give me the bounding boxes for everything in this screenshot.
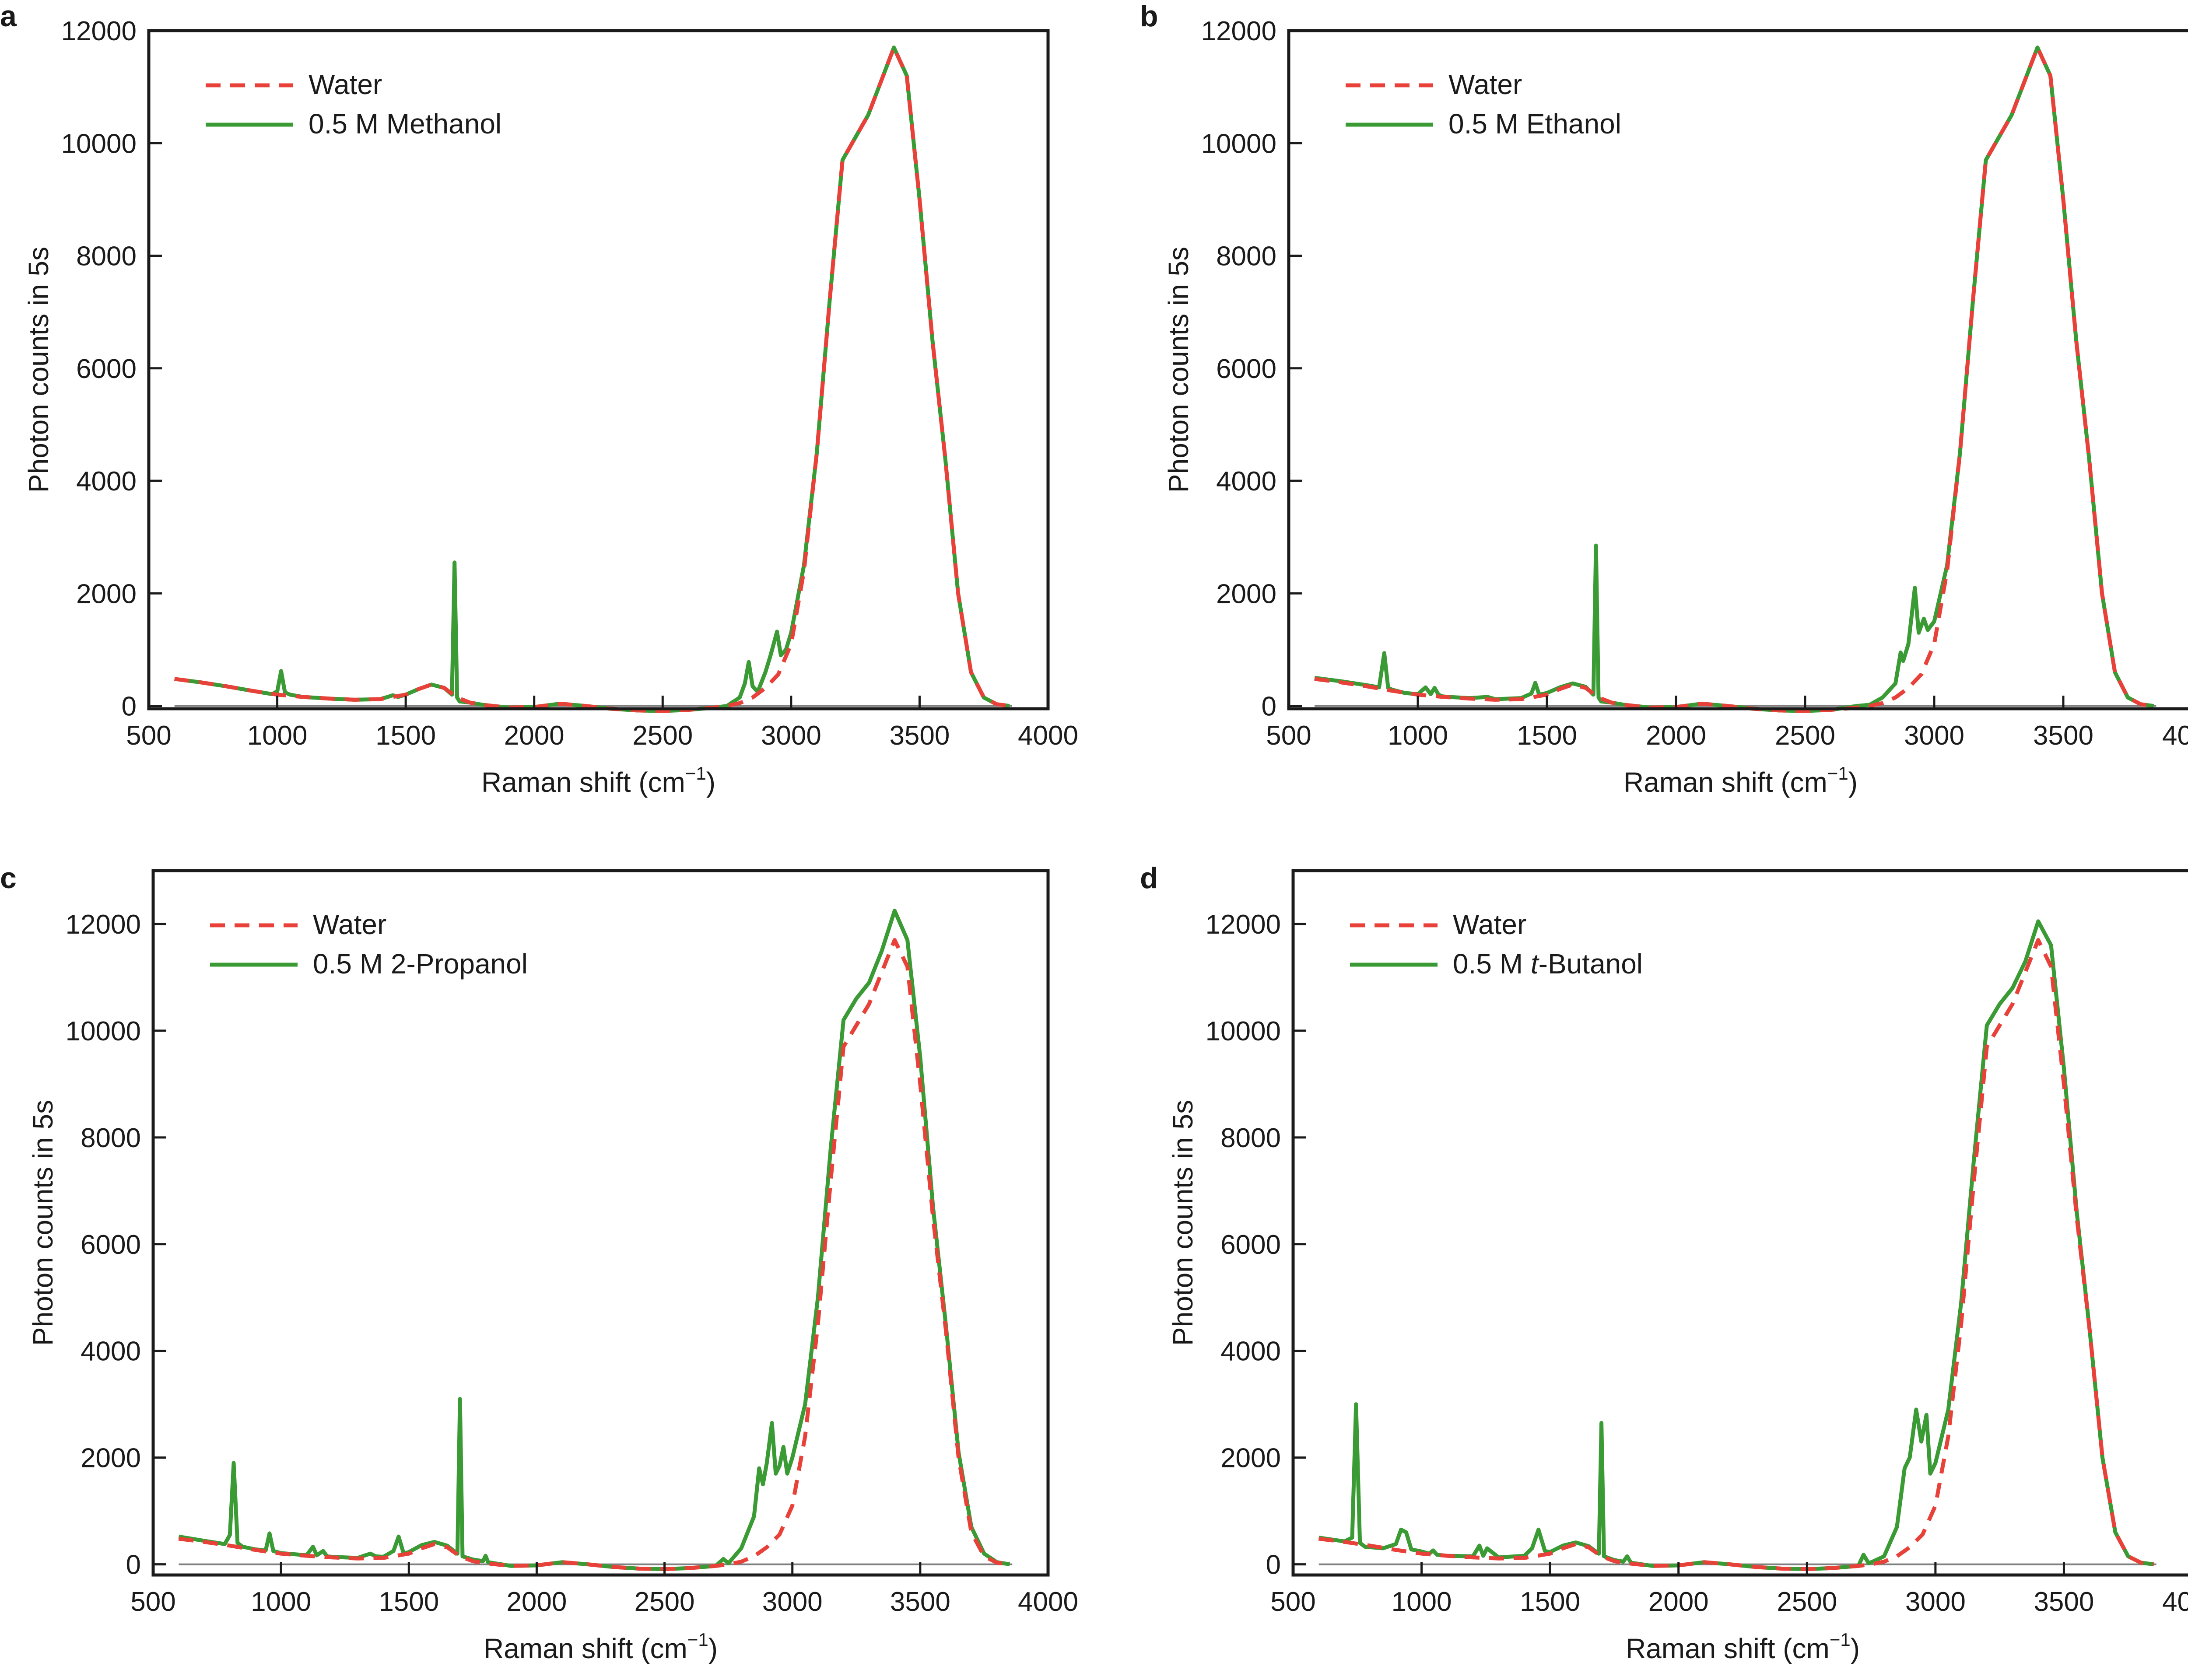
x-axis-label: Raman shift (cm−1) [481,763,715,798]
x-tick-label: 2000 [506,1587,567,1617]
x-tick-label: 2000 [504,721,565,751]
legend-label-alcohol: 0.5 M Ethanol [1448,108,1621,140]
panel-label: d [1140,861,1158,895]
y-tick-label: 0 [1262,692,1276,722]
x-tick-label: 1000 [247,721,308,751]
y-tick-label: 12000 [61,16,137,46]
x-tick-label: 3500 [890,1587,950,1617]
y-axis-label: Photon counts in 5s [1167,1100,1199,1346]
x-tick-label: 4000 [2162,1587,2188,1617]
x-tick-label: 2500 [1775,721,1835,751]
x-axis-label: Raman shift (cm−1) [1626,1629,1860,1664]
x-tick-label: 2500 [1777,1587,1837,1617]
y-tick-label: 12000 [66,910,141,940]
y-axis-label: Photon counts in 5s [27,1100,59,1346]
y-tick-label: 2000 [81,1443,141,1474]
y-axis-label: Photon counts in 5s [1163,247,1194,493]
y-tick-label: 6000 [81,1230,141,1260]
y-tick-label: 2000 [1220,1443,1281,1474]
y-tick-label: 2000 [1216,579,1276,609]
y-tick-label: 0 [122,692,137,722]
x-tick-label: 500 [126,721,171,751]
x-tick-label: 1500 [1517,721,1577,751]
x-tick-label: 3500 [2033,721,2093,751]
series-line-water [1314,46,2154,713]
legend-label-water: Water [309,69,382,100]
y-tick-label: 0 [1266,1550,1281,1580]
series-line-water [178,938,1010,1572]
legend-label-water: Water [1453,909,1526,940]
legend-label-alcohol: 0.5 M 2-Propanol [313,948,528,980]
y-tick-label: 12000 [1206,910,1281,940]
x-tick-label: 1500 [375,721,436,751]
x-tick-label: 4000 [1018,1587,1078,1617]
y-tick-label: 0 [126,1550,141,1580]
y-tick-label: 6000 [76,354,137,384]
y-tick-label: 6000 [1216,354,1276,384]
panel-d: d 500 1000 1500 2000 2500 3000 3500 4000 0 2000 400… [1140,861,2188,1664]
y-tick-label: 4000 [81,1337,141,1367]
x-tick-label: 3000 [1905,1587,1966,1617]
y-tick-label: 8000 [81,1123,141,1153]
x-tick-label: 1000 [251,1587,311,1617]
legend-label-alcohol: 0.5 M Methanol [309,108,501,140]
panel-label: c [0,861,17,895]
x-tick-label: 500 [130,1587,175,1617]
x-tick-label: 1000 [1388,721,1448,751]
y-tick-label: 12000 [1201,16,1276,46]
series-line-alcohol [178,909,1010,1572]
y-tick-label: 10000 [61,129,137,159]
x-axis-label: Raman shift (cm−1) [1623,763,1858,798]
x-tick-label: 1500 [1520,1587,1580,1617]
series-line-water [174,46,1010,713]
legend-label-alcohol: 0.5 M t-Butanol [1453,948,1643,980]
y-tick-label: 6000 [1220,1230,1281,1260]
x-axis-label: Raman shift (cm−1) [484,1629,718,1664]
plot-frame [1291,869,2188,1577]
plot-frame [151,869,1050,1577]
y-tick-label: 8000 [1216,242,1276,272]
x-tick-label: 2000 [1648,1587,1709,1617]
x-tick-label: 4000 [1018,721,1078,751]
y-tick-label: 4000 [1216,466,1276,497]
y-tick-label: 2000 [76,579,137,609]
plot-frame [1287,29,2188,710]
x-tick-label: 4000 [2162,721,2188,751]
y-tick-label: 10000 [1206,1016,1281,1046]
series-line-alcohol [1314,46,2154,713]
panel-b: b 500 1000 1500 2000 2500 3000 3500 4000 0 2000 400… [1140,0,2188,798]
y-tick-label: 4000 [1220,1337,1281,1367]
legend-label-water: Water [313,909,386,940]
series-line-alcohol [1318,919,2154,1572]
y-tick-label: 8000 [1220,1123,1281,1153]
panel-label: a [0,0,17,33]
x-tick-label: 3500 [889,721,950,751]
series-line-alcohol [174,46,1010,713]
x-tick-label: 3000 [1904,721,1964,751]
x-tick-label: 1000 [1392,1587,1452,1617]
panel-label: b [1140,0,1158,33]
legend-label-water: Water [1448,69,1522,100]
x-tick-label: 1500 [379,1587,439,1617]
x-tick-label: 2500 [635,1587,695,1617]
y-tick-label: 4000 [76,466,137,497]
y-tick-label: 10000 [1201,129,1276,159]
x-tick-label: 3000 [762,1587,823,1617]
plot-frame [147,29,1050,710]
series-line-water [1318,938,2154,1572]
y-tick-label: 10000 [66,1016,141,1046]
x-tick-label: 3500 [2034,1587,2094,1617]
x-tick-label: 3000 [761,721,821,751]
x-tick-label: 2000 [1646,721,1706,751]
panel-a: a 500 1000 1500 2000 2500 3000 3500 4000 0 2000 400… [0,0,1078,798]
x-tick-label: 500 [1270,1587,1315,1617]
y-tick-label: 8000 [76,242,137,272]
y-axis-label: Photon counts in 5s [23,247,54,493]
x-tick-label: 2500 [632,721,693,751]
panel-c: c 500 1000 1500 2000 2500 3000 3500 4000 0 2000 400… [0,861,1078,1664]
x-tick-label: 500 [1266,721,1311,751]
